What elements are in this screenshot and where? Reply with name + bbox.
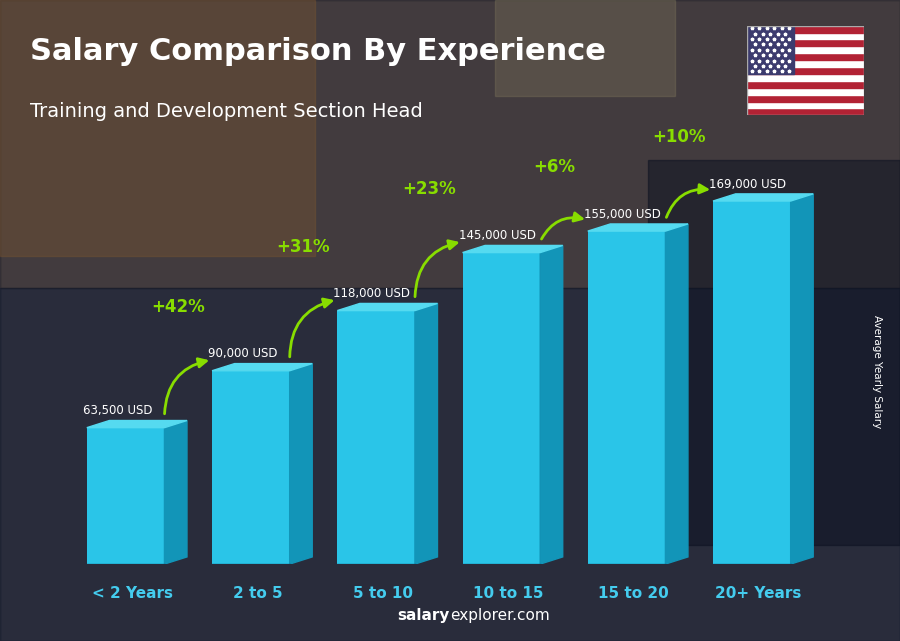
Polygon shape [338, 303, 437, 311]
Bar [747, 67, 864, 74]
Text: +10%: +10% [652, 128, 706, 146]
Polygon shape [86, 420, 187, 428]
Bar [747, 53, 864, 60]
Bar [747, 108, 864, 115]
Text: 118,000 USD: 118,000 USD [333, 287, 410, 300]
Polygon shape [791, 194, 814, 564]
Text: < 2 Years: < 2 Years [92, 586, 173, 601]
Text: 169,000 USD: 169,000 USD [709, 178, 787, 191]
Bar [0, 0, 315, 256]
Polygon shape [495, 0, 675, 96]
Polygon shape [463, 246, 562, 253]
Polygon shape [588, 224, 688, 231]
Text: +23%: +23% [401, 179, 455, 197]
Text: 90,000 USD: 90,000 USD [208, 347, 278, 360]
Bar [86, 428, 165, 564]
Bar [747, 101, 864, 108]
Text: 5 to 10: 5 to 10 [353, 586, 413, 601]
Bar [0, 0, 900, 288]
Bar [747, 26, 864, 33]
Bar [747, 33, 864, 40]
Polygon shape [165, 420, 187, 564]
Text: +42%: +42% [151, 298, 205, 316]
Text: 10 to 15: 10 to 15 [472, 586, 544, 601]
Polygon shape [290, 363, 312, 564]
Text: salary: salary [398, 608, 450, 623]
Bar [648, 160, 900, 545]
Text: 155,000 USD: 155,000 USD [584, 208, 661, 221]
Bar [747, 60, 864, 67]
Polygon shape [415, 303, 437, 564]
Text: 2 to 5: 2 to 5 [233, 586, 283, 601]
Polygon shape [665, 224, 688, 564]
Text: 145,000 USD: 145,000 USD [459, 229, 536, 242]
Text: 20+ Years: 20+ Years [716, 586, 802, 601]
Polygon shape [713, 194, 814, 201]
Text: Average Yearly Salary: Average Yearly Salary [872, 315, 883, 428]
Bar [0, 288, 900, 641]
Bar [747, 40, 864, 46]
Polygon shape [540, 246, 562, 564]
Text: Salary Comparison By Experience: Salary Comparison By Experience [30, 37, 606, 66]
Text: explorer.com: explorer.com [450, 608, 550, 623]
Bar [338, 311, 415, 564]
Bar [747, 81, 864, 88]
Text: 15 to 20: 15 to 20 [598, 586, 669, 601]
Bar [588, 231, 665, 564]
Bar [747, 95, 864, 101]
Polygon shape [212, 363, 312, 370]
Bar [212, 370, 290, 564]
Text: Training and Development Section Head: Training and Development Section Head [30, 102, 423, 121]
Bar [463, 253, 540, 564]
Bar [747, 46, 864, 53]
Bar [713, 201, 791, 564]
Bar [747, 26, 794, 74]
Bar [747, 88, 864, 95]
Text: +6%: +6% [533, 158, 575, 176]
Bar [747, 74, 864, 81]
Text: 63,500 USD: 63,500 USD [83, 404, 152, 417]
Text: +31%: +31% [276, 238, 330, 256]
